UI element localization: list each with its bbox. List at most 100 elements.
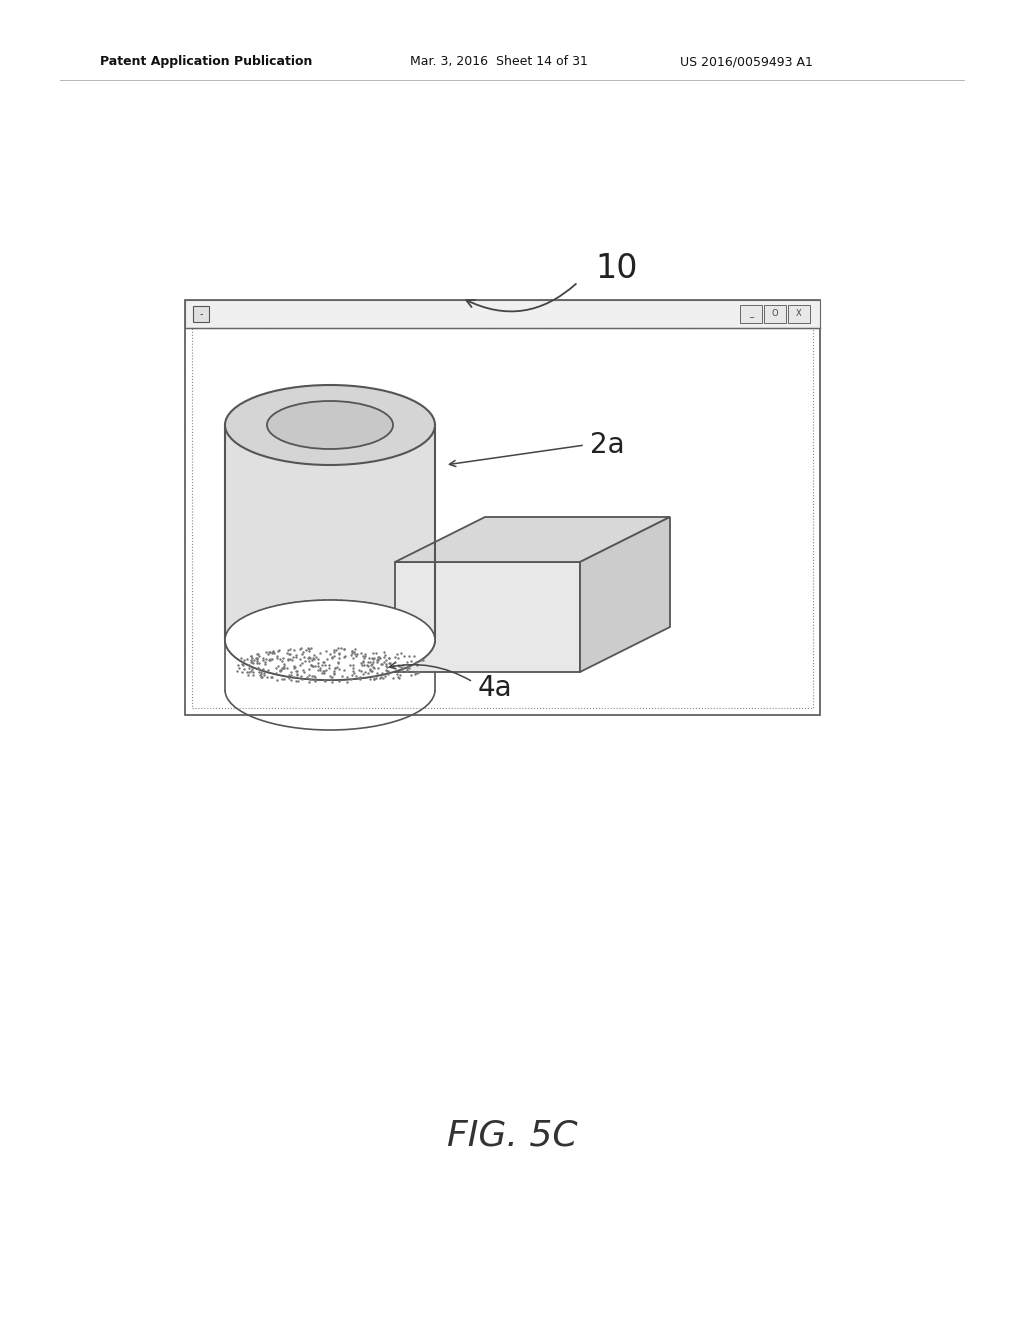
Point xyxy=(292,639,308,660)
Point xyxy=(354,655,371,676)
Polygon shape xyxy=(395,562,580,672)
Point xyxy=(239,661,255,682)
Point xyxy=(302,638,318,659)
Point xyxy=(305,656,322,677)
Point xyxy=(288,644,304,665)
Point xyxy=(234,653,251,675)
Point xyxy=(388,664,404,685)
Point xyxy=(318,649,335,671)
Point xyxy=(261,642,278,663)
Point xyxy=(400,657,417,678)
Point xyxy=(245,665,261,686)
Bar xyxy=(193,306,209,322)
Point xyxy=(400,645,417,667)
Point xyxy=(387,651,403,672)
Point xyxy=(284,669,300,690)
Point xyxy=(302,668,318,689)
Point xyxy=(331,671,347,692)
Point xyxy=(249,652,265,673)
Point xyxy=(302,668,318,689)
Point xyxy=(376,647,392,668)
Point xyxy=(241,657,257,678)
Point xyxy=(393,643,410,664)
Point xyxy=(302,647,318,668)
Point xyxy=(331,643,347,664)
Point xyxy=(272,660,289,681)
Point xyxy=(345,661,361,682)
Point xyxy=(395,653,412,675)
Point xyxy=(237,649,253,671)
Point xyxy=(349,643,366,664)
Point xyxy=(323,668,339,689)
Point xyxy=(403,651,420,672)
Point xyxy=(362,669,379,690)
Point xyxy=(343,668,359,689)
Point xyxy=(253,663,269,684)
Point xyxy=(330,652,346,673)
Point xyxy=(352,669,369,690)
Point xyxy=(276,657,293,678)
Bar xyxy=(185,300,820,715)
Point xyxy=(322,657,338,678)
Point xyxy=(246,649,262,671)
Point xyxy=(303,655,319,676)
Point xyxy=(266,643,283,664)
Point xyxy=(296,647,312,668)
Point xyxy=(288,647,304,668)
Point xyxy=(292,655,308,676)
Point xyxy=(336,639,352,660)
Point xyxy=(301,651,317,672)
Point xyxy=(295,642,311,663)
Point xyxy=(389,667,406,688)
Point xyxy=(256,653,272,675)
Point xyxy=(241,655,257,676)
Point xyxy=(236,659,252,680)
Point xyxy=(394,659,411,680)
Point xyxy=(311,659,328,680)
Bar xyxy=(740,305,762,323)
Point xyxy=(370,649,386,671)
Point xyxy=(230,657,247,678)
Text: O: O xyxy=(772,309,778,318)
Point xyxy=(360,652,377,673)
Point xyxy=(389,648,406,669)
Point xyxy=(245,653,261,675)
Point xyxy=(377,644,393,665)
Point xyxy=(280,649,296,671)
Point xyxy=(348,645,365,667)
Point xyxy=(361,651,378,672)
Point xyxy=(379,656,395,677)
Point xyxy=(268,657,285,678)
Point xyxy=(409,655,425,676)
Point xyxy=(300,647,316,668)
Point xyxy=(368,667,384,688)
Point xyxy=(270,639,287,660)
Point xyxy=(354,645,371,667)
Point xyxy=(339,667,355,688)
Point xyxy=(307,667,324,688)
Point xyxy=(336,660,352,681)
Point xyxy=(242,661,258,682)
Point xyxy=(243,645,259,667)
Point xyxy=(284,661,300,682)
Point xyxy=(294,652,310,673)
Point xyxy=(323,665,339,686)
Point xyxy=(346,663,362,684)
Point xyxy=(262,648,279,669)
Point xyxy=(289,664,305,685)
Point xyxy=(315,669,332,690)
Point xyxy=(393,660,410,681)
Point xyxy=(344,643,360,664)
Point xyxy=(326,642,342,663)
Ellipse shape xyxy=(267,401,393,449)
Point xyxy=(250,643,266,664)
Point xyxy=(380,660,396,681)
Text: 2a: 2a xyxy=(590,432,625,459)
Point xyxy=(293,665,309,686)
Point xyxy=(367,665,383,686)
Point xyxy=(364,653,380,675)
Point xyxy=(275,657,292,678)
Point xyxy=(386,656,402,677)
Point xyxy=(385,668,401,689)
Point xyxy=(381,652,397,673)
